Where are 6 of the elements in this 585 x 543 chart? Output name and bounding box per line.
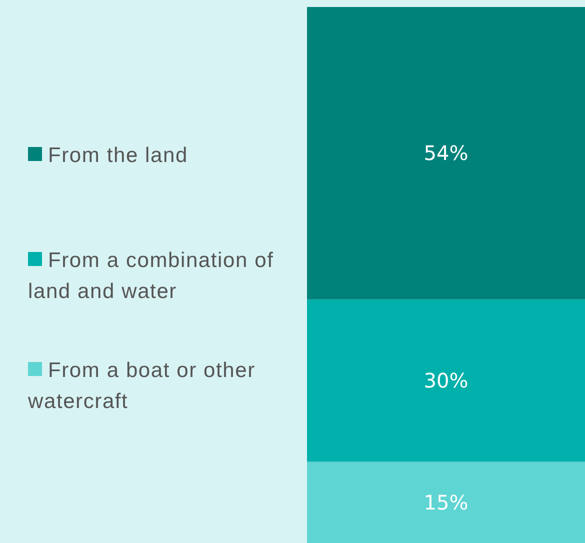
legend-label: From a combination of land and water bbox=[28, 248, 275, 305]
legend-label: From a boat or other watercraft bbox=[28, 358, 256, 415]
data-label: 30% bbox=[424, 368, 468, 393]
legend-label: From the land bbox=[47, 143, 189, 169]
data-label: 15% bbox=[424, 490, 468, 514]
data-label: 54% bbox=[424, 141, 468, 166]
